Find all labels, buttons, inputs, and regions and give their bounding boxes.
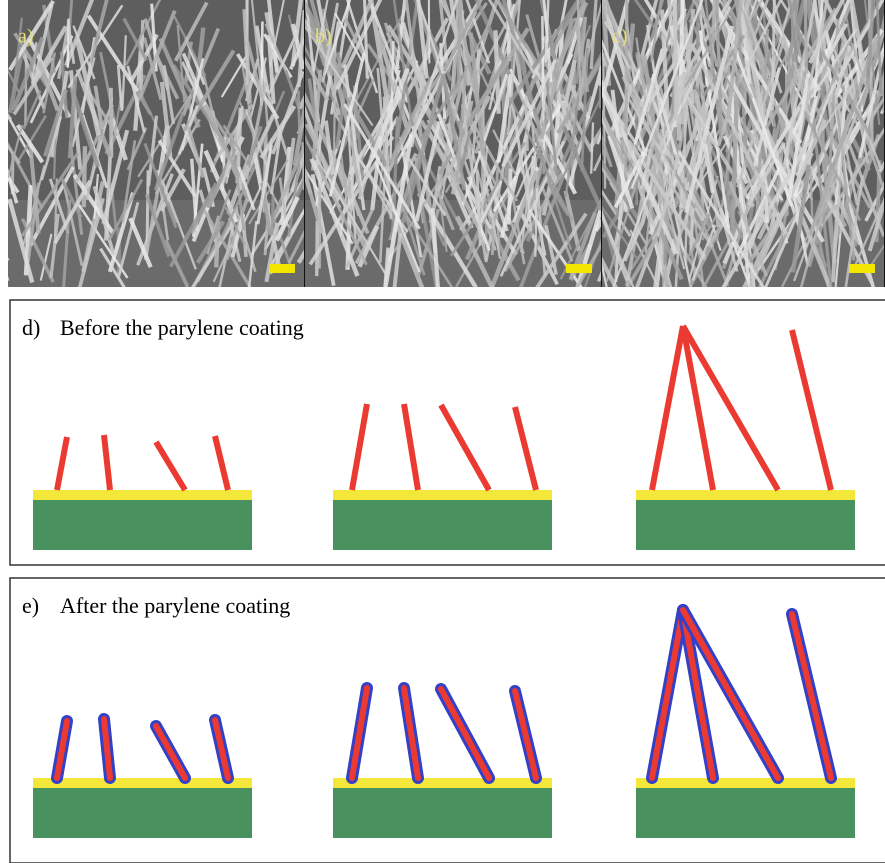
- nanowire: [674, 0, 676, 121]
- nanowire: [526, 96, 528, 151]
- substrate: [636, 500, 855, 550]
- scale-bar: [269, 264, 295, 273]
- gold-layer: [636, 490, 855, 500]
- panel-label: c): [612, 26, 628, 48]
- sem-image: [0, 0, 340, 297]
- nanowire: [272, 195, 273, 235]
- nanowire: [84, 146, 85, 207]
- panel-label: a): [18, 26, 34, 48]
- diagram-label: e): [22, 593, 39, 618]
- substrate: [636, 788, 855, 838]
- substrate: [33, 788, 252, 838]
- gold-layer: [33, 490, 252, 500]
- gold-layer: [333, 490, 552, 500]
- gold-layer: [636, 778, 855, 788]
- nanowire: [317, 221, 318, 276]
- diagram-caption: After the parylene coating: [60, 593, 290, 618]
- diagram-caption: Before the parylene coating: [60, 315, 304, 340]
- substrate: [333, 788, 552, 838]
- gold-layer: [333, 778, 552, 788]
- gold-layer: [33, 778, 252, 788]
- diagram-label: d): [22, 315, 40, 340]
- nanowire: [509, 169, 511, 225]
- substrate: [333, 500, 552, 550]
- scale-bar: [566, 264, 592, 273]
- panel-label: b): [315, 26, 332, 48]
- substrate: [33, 500, 252, 550]
- figure: a) b) c) d) Before the parylene coating e) Aft…: [0, 0, 885, 863]
- scale-bar: [849, 264, 875, 273]
- nanowire: [298, 91, 299, 141]
